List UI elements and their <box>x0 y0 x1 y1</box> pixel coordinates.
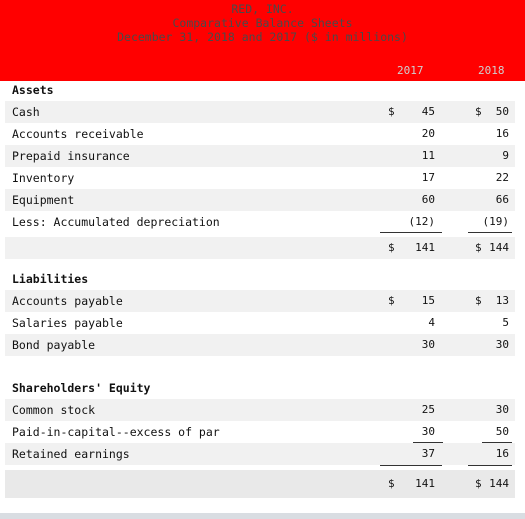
total-2017: 141 <box>415 241 435 254</box>
table-row: Bond payable 30 30 <box>5 334 515 356</box>
assets-heading: Assets <box>12 83 54 97</box>
total-2018: 144 <box>489 241 509 254</box>
row-label: Prepaid insurance <box>12 149 130 163</box>
statement-header: RED, INC. Comparative Balance Sheets Dec… <box>0 0 525 81</box>
value-2017: 30 <box>421 338 435 351</box>
value-2017: 25 <box>421 403 435 416</box>
currency-symbol: $ <box>475 294 482 307</box>
table-row: Retained earnings 37 16 <box>5 443 515 465</box>
value-2018: 9 <box>502 149 509 162</box>
value-2018: 30 <box>495 338 509 351</box>
underline <box>380 465 442 466</box>
value-2017: 37 <box>421 447 435 460</box>
assets-heading-row: Assets <box>5 79 515 101</box>
currency-symbol: $ <box>475 477 482 490</box>
table-row: Cash $ 45 $ 50 <box>5 101 515 123</box>
currency-symbol: $ <box>388 477 395 490</box>
table-row: Less: Accumulated depreciation (12) (19) <box>5 211 515 233</box>
liabilities-heading-row: Liabilities <box>5 268 515 290</box>
value-2018: 30 <box>495 403 509 416</box>
company-name: RED, INC. <box>231 2 294 16</box>
value-2018: 22 <box>495 171 509 184</box>
row-label: Less: Accumulated depreciation <box>12 215 220 229</box>
currency-symbol: $ <box>475 105 482 118</box>
underline <box>468 232 512 233</box>
row-label: Inventory <box>12 171 75 185</box>
underline <box>413 442 443 443</box>
value-2018: (19) <box>482 215 510 228</box>
value-2017: 4 <box>428 316 435 329</box>
statement-title: Comparative Balance Sheets <box>172 16 353 30</box>
total-2017: 141 <box>415 477 435 490</box>
row-label: Accounts payable <box>12 294 123 308</box>
value-2018: 16 <box>495 447 509 460</box>
table-row: Prepaid insurance 11 9 <box>5 145 515 167</box>
value-2018: 16 <box>495 127 509 140</box>
currency-symbol: $ <box>388 294 395 307</box>
currency-symbol: $ <box>475 241 482 254</box>
row-label: Retained earnings <box>12 447 130 461</box>
value-2018: 5 <box>502 316 509 329</box>
table-row: Accounts receivable 20 16 <box>5 123 515 145</box>
underline <box>380 232 442 233</box>
bottom-bar <box>0 513 525 519</box>
underline <box>468 465 512 466</box>
row-label: Paid-in-capital--excess of par <box>12 425 220 439</box>
total-2018: 144 <box>489 477 509 490</box>
value-2017: 11 <box>421 149 435 162</box>
value-2018: 66 <box>495 193 509 206</box>
underline <box>482 442 512 443</box>
value-2018: 50 <box>495 425 509 438</box>
column-header-2018: 2018 <box>478 64 505 77</box>
value-2017: 60 <box>421 193 435 206</box>
currency-symbol: $ <box>388 105 395 118</box>
value-2017: 20 <box>421 127 435 140</box>
equity-heading-row: Shareholders' Equity <box>5 377 515 399</box>
row-label: Equipment <box>12 193 75 207</box>
value-2017: (12) <box>408 215 436 228</box>
value-2018: 13 <box>495 294 509 307</box>
table-row: Common stock 25 30 <box>5 399 515 421</box>
table-row: Paid-in-capital--excess of par 30 50 <box>5 421 515 443</box>
row-label: Bond payable <box>12 338 96 352</box>
value-2017: 15 <box>421 294 435 307</box>
row-label: Salaries payable <box>12 316 123 330</box>
value-2018: 50 <box>495 105 509 118</box>
table-row: Equipment 60 66 <box>5 189 515 211</box>
liabilities-heading: Liabilities <box>12 272 89 286</box>
row-label: Accounts receivable <box>12 127 144 141</box>
table-row: Accounts payable $ 15 $ 13 <box>5 290 515 312</box>
row-label: Common stock <box>12 403 96 417</box>
assets-total-row: $ 141 $ 144 <box>5 237 515 259</box>
equity-total-row: $ 141 $ 144 <box>5 470 515 498</box>
column-header-2017: 2017 <box>397 64 424 77</box>
statement-period: December 31, 2018 and 2017 ($ in million… <box>117 30 408 44</box>
value-2017: 45 <box>421 105 435 118</box>
table-row: Salaries payable 4 5 <box>5 312 515 334</box>
row-label: Cash <box>12 105 40 119</box>
value-2017: 30 <box>421 425 435 438</box>
table-row: Inventory 17 22 <box>5 167 515 189</box>
value-2017: 17 <box>421 171 435 184</box>
currency-symbol: $ <box>388 241 395 254</box>
equity-heading: Shareholders' Equity <box>12 381 151 395</box>
